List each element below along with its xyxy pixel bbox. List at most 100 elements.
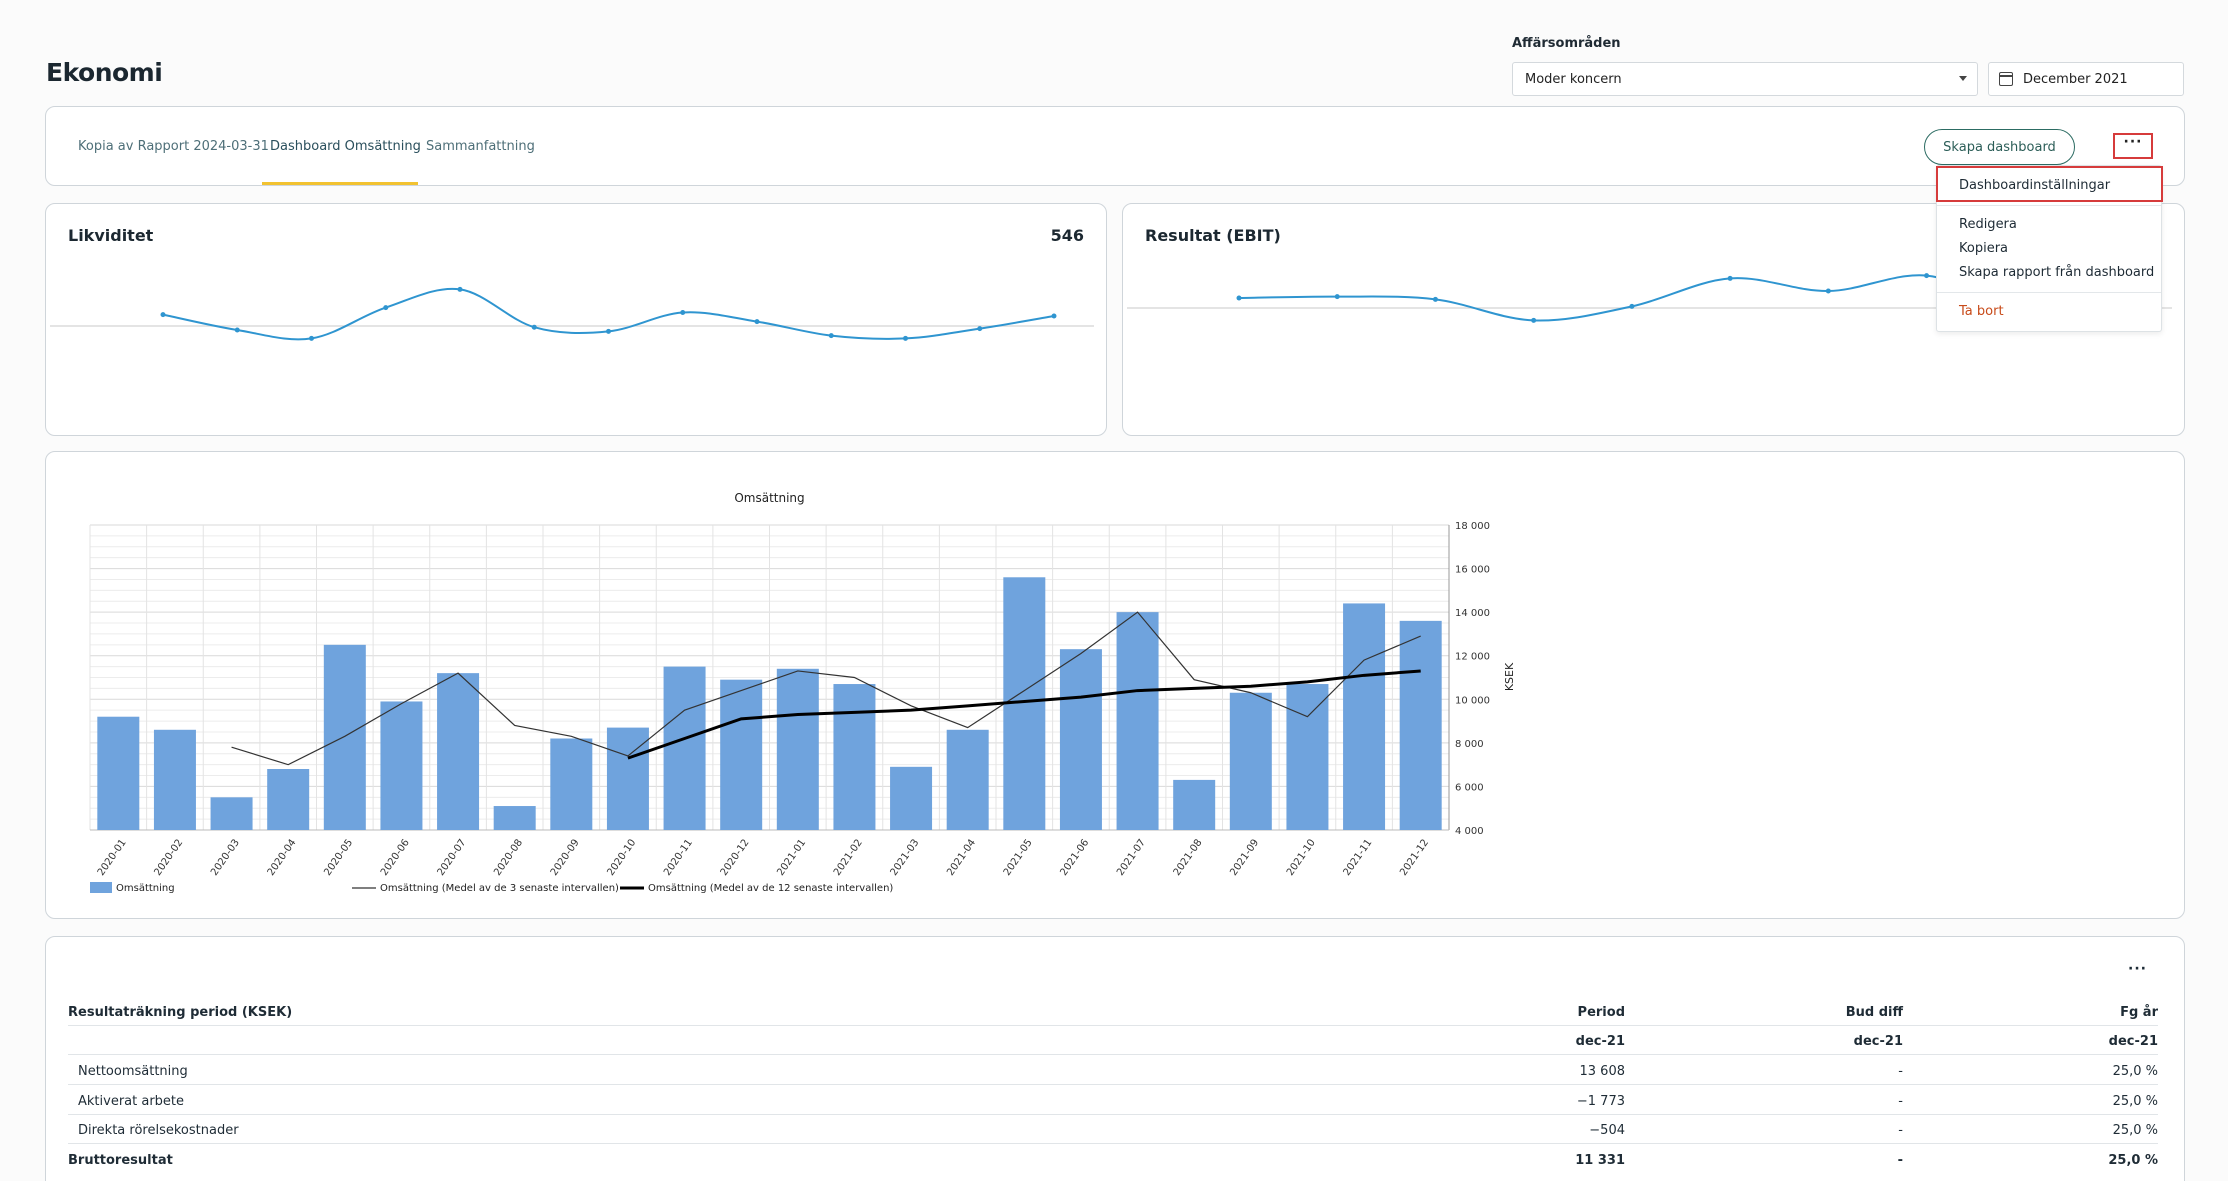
- revenue-chart: Omsättning 4 000 6 000 8 000 10 000 12 000 14 …: [89, 491, 1516, 894]
- y-tick-label: 10 000: [1455, 695, 1490, 706]
- bar-omsattning[interactable]: [267, 769, 310, 830]
- create-dashboard-button[interactable]: Skapa dashboard: [1924, 129, 2075, 165]
- bar-omsattning[interactable]: [1286, 684, 1329, 830]
- tab-sammanfattning[interactable]: Sammanfattning: [426, 139, 535, 154]
- sparkline-point: [383, 305, 389, 311]
- sparkline-point: [903, 335, 908, 341]
- area-select[interactable]: Moder koncern: [1512, 62, 1978, 96]
- x-tick-label: 2020-11: [662, 837, 695, 878]
- row-bud-diff-value: -: [1898, 1064, 1903, 1079]
- x-tick-label: 2021-05: [1002, 837, 1035, 878]
- table-row[interactable]: Aktiverat arbete −1 773 - 25,0 %: [68, 1086, 2158, 1116]
- x-tick-label: 2020-07: [436, 837, 469, 878]
- more-options-button[interactable]: ···: [2113, 133, 2153, 159]
- row-period-value: −504: [1589, 1123, 1625, 1138]
- sparkline-point: [680, 310, 686, 315]
- bar-omsattning[interactable]: [663, 666, 706, 830]
- menu-item-edit[interactable]: Redigera: [1959, 217, 2017, 232]
- y-tick-label: 4 000: [1455, 826, 1484, 837]
- row-fg-ar-value: 25,0 %: [2112, 1123, 2158, 1138]
- menu-item-delete[interactable]: Ta bort: [1959, 304, 2004, 319]
- bar-omsattning[interactable]: [606, 727, 649, 830]
- bar-omsattning[interactable]: [720, 679, 763, 830]
- dashboard-options-menu: Dashboardinställningar Redigera Kopiera …: [1936, 165, 2163, 332]
- liquidity-value: 546: [1050, 226, 1084, 245]
- menu-item-copy[interactable]: Kopiera: [1959, 241, 2009, 256]
- table-row[interactable]: Bruttoresultat 11 331 - 25,0 %: [68, 1145, 2158, 1175]
- bar-omsattning[interactable]: [97, 716, 140, 830]
- bar-omsattning[interactable]: [380, 701, 423, 830]
- table-row[interactable]: Direkta rörelsekostnader −504 - 25,0 %: [68, 1115, 2158, 1145]
- x-tick-label: 2020-01: [96, 837, 129, 878]
- bar-omsattning[interactable]: [1173, 779, 1216, 830]
- y-tick-label: 8 000: [1455, 739, 1484, 750]
- table-more-button[interactable]: ···: [2128, 961, 2147, 977]
- x-tick-label: 2020-08: [492, 837, 525, 878]
- sparkline-point: [1924, 273, 1930, 279]
- bar-omsattning[interactable]: [153, 729, 196, 830]
- dashboard-tabs-bar: Kopia av Rapport 2024-03-31 Dashboard Om…: [45, 106, 2185, 186]
- active-tab-indicator: [262, 182, 418, 185]
- create-dashboard-label: Skapa dashboard: [1943, 139, 2056, 155]
- bar-omsattning[interactable]: [550, 738, 593, 831]
- menu-item-dashboard-settings[interactable]: Dashboardinställningar: [1959, 178, 2111, 193]
- sparkline-point: [309, 335, 314, 341]
- tab-kopia-av-rapport[interactable]: Kopia av Rapport 2024-03-31: [78, 139, 269, 154]
- row-label: Bruttoresultat: [68, 1153, 173, 1168]
- column-header-fg-ar: Fg år: [2120, 1005, 2158, 1020]
- x-tick-label: 2021-07: [1115, 837, 1148, 878]
- table-header-row: Resultaträkning period (KSEK) Period Bud…: [68, 997, 2158, 1027]
- y-tick-label: 18 000: [1455, 521, 1490, 532]
- x-tick-label: 2021-12: [1398, 837, 1431, 878]
- bar-omsattning[interactable]: [437, 673, 480, 830]
- bar-omsattning[interactable]: [1399, 620, 1442, 830]
- table-subheader-row: dec-21 dec-21 dec-21: [68, 1026, 2158, 1056]
- area-filter-label: Affärsområden: [1512, 36, 1621, 51]
- bar-omsattning[interactable]: [833, 684, 876, 830]
- y-tick-label: 14 000: [1455, 608, 1490, 619]
- row-bud-diff-value: -: [1898, 1094, 1903, 1109]
- date-picker-value: December 2021: [2023, 72, 2128, 87]
- table-divider: [68, 1114, 2158, 1115]
- bar-omsattning[interactable]: [323, 644, 366, 830]
- column-header-bud-diff: Bud diff: [1845, 1005, 1903, 1020]
- table-divider: [68, 1084, 2158, 1085]
- tab-dashboard-omsattning[interactable]: Dashboard Omsättning: [270, 139, 421, 154]
- x-tick-label: 2021-04: [945, 837, 978, 878]
- row-label: Aktiverat arbete: [78, 1094, 185, 1109]
- y-tick-label: 16 000: [1455, 565, 1490, 576]
- bar-omsattning[interactable]: [1229, 692, 1272, 830]
- bar-omsattning[interactable]: [776, 668, 819, 830]
- bar-omsattning[interactable]: [946, 729, 989, 830]
- menu-divider: [1937, 292, 2161, 293]
- x-tick-label: 2020-09: [549, 837, 582, 878]
- bar-omsattning[interactable]: [493, 806, 536, 830]
- x-tick-label: 2021-09: [1228, 837, 1261, 878]
- x-tick-label: 2020-03: [209, 837, 242, 878]
- sparkline-point: [606, 328, 611, 334]
- bar-omsattning[interactable]: [1343, 603, 1386, 830]
- x-tick-label: 2021-11: [1342, 837, 1375, 878]
- subheader-period: dec-21: [1575, 1034, 1625, 1049]
- row-fg-ar-value: 25,0 %: [2112, 1094, 2158, 1109]
- x-tick-label: 2020-04: [266, 837, 299, 878]
- x-tick-label: 2021-08: [1172, 837, 1205, 878]
- table-title: Resultaträkning period (KSEK): [68, 1005, 293, 1020]
- x-tick-label: 2020-05: [322, 837, 355, 878]
- x-tick-label: 2021-01: [775, 837, 808, 878]
- sparkline-point: [1432, 296, 1438, 302]
- line-avg-12: [627, 669, 1421, 760]
- bar-omsattning[interactable]: [210, 797, 253, 830]
- table-row[interactable]: Nettoomsättning 13 608 - 25,0 %: [68, 1056, 2158, 1086]
- bar-omsattning[interactable]: [1116, 612, 1159, 830]
- x-tick-label: 2020-02: [152, 837, 185, 878]
- liquidity-card[interactable]: Likviditet 546: [45, 203, 1107, 436]
- sparkline-point: [1236, 295, 1242, 301]
- menu-item-create-report[interactable]: Skapa rapport från dashboard: [1959, 265, 2155, 280]
- date-picker[interactable]: December 2021: [1988, 62, 2184, 96]
- x-tick-label: 2021-06: [1058, 837, 1091, 878]
- area-select-value: Moder koncern: [1525, 72, 1622, 87]
- bar-omsattning[interactable]: [1059, 649, 1102, 830]
- page-title: Ekonomi: [46, 58, 163, 87]
- bar-omsattning[interactable]: [890, 766, 933, 830]
